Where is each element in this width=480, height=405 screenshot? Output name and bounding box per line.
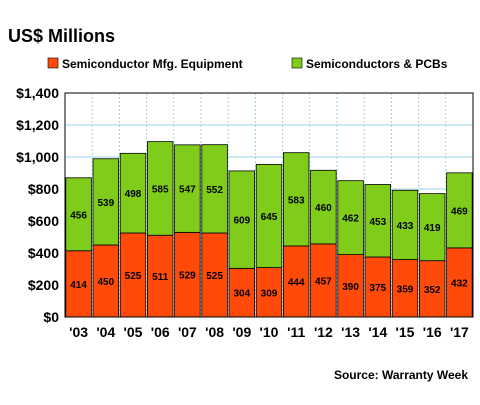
data-label: 359 [397, 284, 414, 295]
bar-segment-series-2 [119, 152, 147, 234]
data-label: 585 [152, 184, 169, 195]
data-label: 352 [424, 285, 441, 296]
data-label: 511 [152, 272, 169, 283]
legend-swatch-series-2 [291, 57, 303, 69]
bar-segment-series-2 [201, 144, 228, 234]
y-tick-label: $1,000 [16, 149, 59, 165]
bar-segment-series-1 [228, 267, 255, 318]
x-tick-label: '06 [151, 324, 170, 340]
data-label: 469 [451, 206, 468, 217]
bar-segment-series-1 [283, 245, 310, 318]
data-label: 525 [206, 271, 223, 282]
bar-segment-series-1 [201, 232, 228, 318]
data-label: 453 [369, 217, 386, 228]
data-label: 432 [451, 278, 468, 289]
bar-segment-series-2 [446, 172, 473, 249]
bar-segment-series-1 [391, 259, 419, 318]
data-label: 433 [397, 221, 414, 232]
x-tick-label: '04 [96, 324, 115, 340]
bar-segment-series-1 [337, 254, 364, 318]
data-label: 547 [179, 185, 196, 196]
bar-segment-series-1 [419, 260, 446, 318]
data-label: 525 [125, 271, 142, 282]
x-tick-label: '10 [260, 324, 279, 340]
plot-area: 414 456 '03 450 539 '04 525 498 '05 511 585 '06 529 5… [16, 85, 474, 340]
y-tick-label: $200 [28, 277, 59, 293]
data-label: 609 [233, 216, 250, 227]
x-tick-label: '09 [232, 324, 251, 340]
x-tick-label: '11 [287, 324, 305, 340]
y-tick-label: $400 [28, 245, 59, 261]
data-label: 450 [97, 277, 114, 288]
bar-segment-series-2 [310, 169, 337, 245]
data-label: 462 [342, 214, 359, 225]
data-label: 583 [288, 195, 305, 206]
bar-segment-series-1 [364, 256, 391, 318]
y-tick-label: $1,200 [16, 117, 59, 133]
bar-segment-series-1 [92, 244, 119, 318]
x-tick-label: '07 [178, 324, 197, 340]
data-label: 304 [233, 289, 250, 300]
bar-segment-series-2 [337, 180, 364, 255]
data-label: 552 [206, 185, 223, 196]
x-tick-label: '15 [396, 324, 415, 340]
source-note: Source: Warranty Week [334, 368, 468, 382]
data-label: 390 [342, 282, 359, 293]
data-label: 456 [70, 210, 87, 221]
data-label: 529 [179, 271, 196, 282]
data-label: 419 [424, 223, 441, 234]
plot-frame [64, 92, 474, 318]
legend: Semiconductor Mfg. Equipment Semiconduct… [47, 57, 448, 71]
legend-label-series-1: Semiconductor Mfg. Equipment [62, 57, 243, 71]
data-label: 539 [97, 198, 114, 209]
bar-segment-series-2 [255, 163, 283, 268]
x-tick-label: '08 [205, 324, 224, 340]
bar-segment-series-2 [283, 152, 310, 247]
bar-segment-series-2 [92, 158, 119, 246]
bar-segment-series-2 [147, 141, 174, 236]
bar-segment-series-2 [228, 170, 255, 269]
data-label: 414 [70, 280, 87, 291]
bar-segment-series-2 [364, 184, 391, 258]
bar-segment-series-1 [174, 231, 201, 318]
x-tick-label: '03 [69, 324, 88, 340]
legend-swatch-series-1 [47, 57, 59, 69]
bar-segment-series-2 [391, 189, 419, 260]
x-tick-label: '12 [314, 324, 333, 340]
data-label: 375 [369, 283, 386, 294]
bar-segment-series-2 [419, 193, 446, 262]
x-tick-label: '05 [124, 324, 143, 340]
data-label: 444 [288, 277, 305, 288]
legend-label-series-2: Semiconductors & PCBs [306, 57, 448, 71]
y-tick-label: $800 [28, 181, 59, 197]
units-title: US$ Millions [8, 26, 115, 46]
y-tick-label: $0 [43, 309, 59, 325]
bar-segment-series-1 [147, 234, 174, 318]
x-tick-label: '16 [423, 324, 442, 340]
x-tick-label: '17 [450, 324, 469, 340]
bar-segment-series-1 [446, 247, 473, 318]
x-tick-label: '13 [341, 324, 360, 340]
bar-segment-series-2 [65, 177, 92, 252]
data-label: 457 [315, 276, 332, 287]
data-label: 645 [261, 212, 278, 223]
x-tick-label: '14 [368, 324, 387, 340]
bar-segment-series-1 [310, 243, 337, 318]
data-label: 498 [125, 189, 142, 200]
y-tick-label: $1,400 [16, 85, 59, 101]
bar-segment-series-2 [174, 144, 201, 233]
data-label: 309 [261, 288, 278, 299]
y-tick-label: $600 [28, 213, 59, 229]
data-label: 460 [315, 203, 332, 214]
bar-segment-series-1 [65, 250, 92, 318]
